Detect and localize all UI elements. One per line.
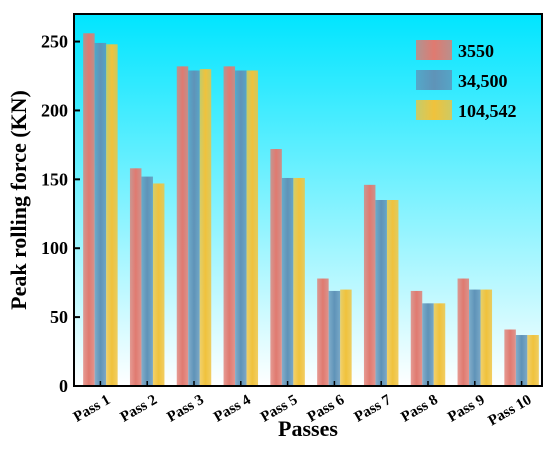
bar-pass-10-series-1 — [504, 329, 516, 386]
bar-pass-2-series-3 — [152, 183, 165, 386]
y-axis-ticks: 0 50 100 150 200 250 — [41, 32, 80, 396]
bar-pass-7-series-2 — [375, 200, 387, 386]
x-tick-label: Pass 2 — [118, 392, 160, 426]
legend: 3550 34,500 104,542 — [416, 40, 517, 121]
y-tick-label: 50 — [50, 307, 68, 327]
bars-layer — [83, 33, 539, 387]
plot-frame — [73, 13, 543, 387]
y-tick-label: 100 — [41, 238, 68, 258]
bar-pass-1-series-2 — [94, 42, 107, 387]
y-tick-label: 250 — [41, 32, 68, 52]
legend-swatch — [416, 40, 452, 60]
bar-pass-1-series-3 — [106, 44, 118, 387]
bar-pass-2-series-2 — [141, 176, 153, 386]
y-tick-label: 150 — [41, 169, 68, 189]
y-tick-label: 200 — [41, 100, 68, 120]
legend-swatch — [416, 70, 452, 90]
legend-label: 3550 — [458, 41, 494, 61]
bar-pass-3-series-2 — [188, 70, 200, 387]
bar-pass-5-series-1 — [270, 149, 282, 386]
bar-pass-5-series-2 — [281, 177, 294, 386]
x-tick-label: Pass 3 — [165, 392, 207, 426]
bar-pass-6-series-2 — [328, 290, 341, 386]
bar-pass-2-series-1 — [129, 168, 142, 386]
bar-pass-3-series-1 — [176, 66, 189, 387]
bar-pass-10-series-2 — [515, 335, 528, 386]
bar-pass-8-series-1 — [410, 290, 423, 386]
x-tick-label: Pass 7 — [352, 392, 395, 426]
bar-pass-7-series-1 — [363, 184, 376, 386]
y-axis-title: Peak rolling force (KN) — [6, 90, 31, 310]
x-axis-title: Passes — [278, 416, 338, 441]
x-tick-label: Pass 1 — [71, 392, 113, 426]
legend-label: 34,500 — [458, 71, 508, 91]
bar-pass-8-series-2 — [422, 303, 434, 386]
bar-pass-9-series-1 — [457, 278, 470, 386]
bar-pass-5-series-3 — [293, 177, 305, 386]
y-tick-label: 0 — [59, 376, 68, 396]
bar-pass-4-series-3 — [246, 70, 259, 387]
legend-swatch — [416, 100, 452, 120]
bar-pass-6-series-3 — [340, 289, 352, 386]
x-tick-label: Pass 9 — [445, 392, 487, 426]
x-tick-label: Pass 10 — [486, 392, 535, 429]
bar-pass-4-series-2 — [235, 70, 247, 387]
x-tick-label: Pass 4 — [211, 392, 254, 426]
bar-pass-6-series-1 — [317, 278, 329, 386]
bar-pass-7-series-3 — [386, 200, 399, 386]
x-tick-label: Pass 8 — [399, 392, 441, 426]
bar-pass-9-series-3 — [480, 289, 493, 386]
bar-pass-1-series-1 — [83, 33, 95, 386]
bar-pass-4-series-1 — [223, 66, 236, 387]
legend-label: 104,542 — [458, 101, 517, 121]
bar-pass-3-series-3 — [199, 69, 212, 387]
bar-pass-10-series-3 — [527, 335, 539, 386]
bar-pass-9-series-2 — [469, 289, 481, 386]
bar-pass-8-series-3 — [433, 303, 446, 386]
